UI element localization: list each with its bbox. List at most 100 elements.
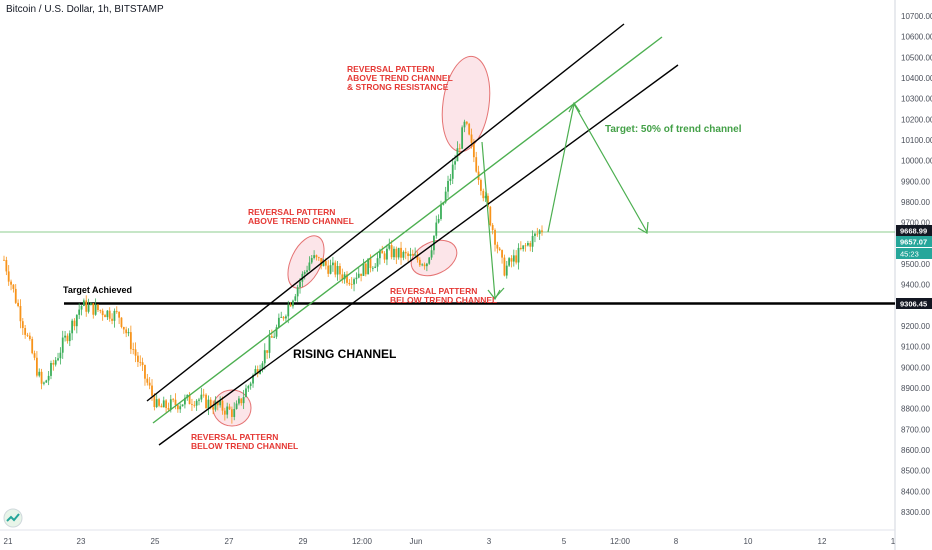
candle-body <box>350 284 353 285</box>
time-tick-label: 3 <box>487 537 492 546</box>
price-tag-countdown-bg <box>896 248 932 259</box>
candle-body <box>263 350 266 364</box>
candle-body <box>78 309 81 315</box>
price-axis[interactable]: 10700.00 10600.00 10500.00 10400.00 10300.00… <box>901 12 932 517</box>
candle-body <box>155 399 158 408</box>
candle-body <box>482 190 485 199</box>
candle-body <box>160 405 163 408</box>
candle-body <box>238 398 240 404</box>
annotation-target: Target: 50% of trend channel <box>605 124 742 135</box>
candle-body <box>484 195 487 199</box>
candle-body <box>425 263 428 267</box>
candle-body <box>75 314 78 327</box>
candle-body <box>447 180 449 192</box>
candle-body <box>247 385 250 389</box>
candle-body <box>71 320 74 334</box>
candle-body <box>167 408 170 410</box>
candle-body <box>216 401 219 406</box>
price-tick-label: 10200.00 <box>901 115 932 124</box>
candle-body <box>277 317 280 328</box>
candle-body <box>40 371 43 384</box>
price-tick-label: 9200.00 <box>901 322 930 331</box>
candle-body <box>97 304 99 311</box>
price-tick-label: 8900.00 <box>901 384 930 393</box>
candle-body <box>235 403 238 410</box>
candle-body <box>176 405 179 410</box>
candle-body <box>256 369 259 374</box>
candle-body <box>362 263 365 276</box>
price-tick-label: 10400.00 <box>901 74 932 83</box>
candle-body <box>19 305 22 322</box>
candle-body <box>28 335 31 340</box>
candle-body <box>200 394 203 400</box>
candle-body <box>35 357 38 376</box>
candle-body <box>212 407 214 410</box>
candle-body <box>73 320 76 327</box>
candle-body <box>104 315 106 318</box>
candle-body <box>381 250 384 254</box>
candle-body <box>397 247 400 258</box>
candle-body <box>223 410 226 415</box>
price-tag-last-bg <box>896 236 932 247</box>
candle-body <box>139 361 142 363</box>
tradingview-logo-icon[interactable] <box>3 508 23 528</box>
candle-body <box>45 380 48 383</box>
price-tick-label: 10100.00 <box>901 136 932 145</box>
candle-body <box>480 180 482 191</box>
channel-lower-line <box>158 64 679 446</box>
rising-channel <box>146 23 679 446</box>
candle-body <box>52 363 55 365</box>
candle-body <box>59 352 62 359</box>
price-tag-target-bg <box>896 225 932 236</box>
candle-body <box>341 274 344 280</box>
candle-body <box>148 382 151 386</box>
channel-upper-line <box>146 23 625 402</box>
candle-body <box>82 300 85 306</box>
candle-body <box>61 337 64 353</box>
candle-body <box>3 259 5 261</box>
candle-body <box>402 251 405 258</box>
price-tick-label: 9400.00 <box>901 281 930 290</box>
candle-body <box>111 318 113 321</box>
candle-body <box>308 262 311 271</box>
candle-body <box>383 253 386 260</box>
time-tick-label: 5 <box>562 537 567 546</box>
candle-body <box>38 371 41 376</box>
candle-body <box>66 335 69 342</box>
price-tick-label: 10600.00 <box>901 33 932 42</box>
candle-body <box>346 274 348 283</box>
candle-body <box>534 233 536 236</box>
candle-body <box>336 266 339 275</box>
candle-body <box>324 261 327 266</box>
time-axis[interactable]: 21 23 25 27 29 12:00 Jun 3 5 12:00 8 10 12 1 <box>4 537 896 546</box>
projection-target-arrow <box>637 221 649 234</box>
candle-body <box>332 262 334 266</box>
pattern-ellipse-above-1 <box>287 235 325 289</box>
candle-body <box>505 265 508 276</box>
candle-body <box>226 406 229 415</box>
candle-body <box>92 303 95 315</box>
price-tick-label: 10700.00 <box>901 12 932 21</box>
candle-body <box>169 399 172 410</box>
annotation-below-channel-1: REVERSAL PATTERN BELOW TREND CHANNEL <box>191 432 298 451</box>
candle-body <box>54 360 57 365</box>
price-tick-label: 9900.00 <box>901 177 930 186</box>
time-tick-label: 27 <box>225 537 234 546</box>
candle-body <box>68 333 71 342</box>
candle-body <box>273 336 276 338</box>
candle-body <box>5 260 8 272</box>
candle-body <box>174 399 177 406</box>
candle-body <box>33 353 36 358</box>
candle-body <box>108 310 111 319</box>
candle-body <box>360 273 363 276</box>
candle-body <box>529 243 532 247</box>
price-tick-label: 10000.00 <box>901 157 932 166</box>
candle-body <box>21 321 24 329</box>
candle-body <box>348 282 351 285</box>
candle-body <box>280 316 283 318</box>
candle-body <box>137 355 139 362</box>
price-tick-label: 10500.00 <box>901 53 932 62</box>
pattern-ellipse-below-2 <box>410 239 458 277</box>
candle-body <box>252 375 254 384</box>
